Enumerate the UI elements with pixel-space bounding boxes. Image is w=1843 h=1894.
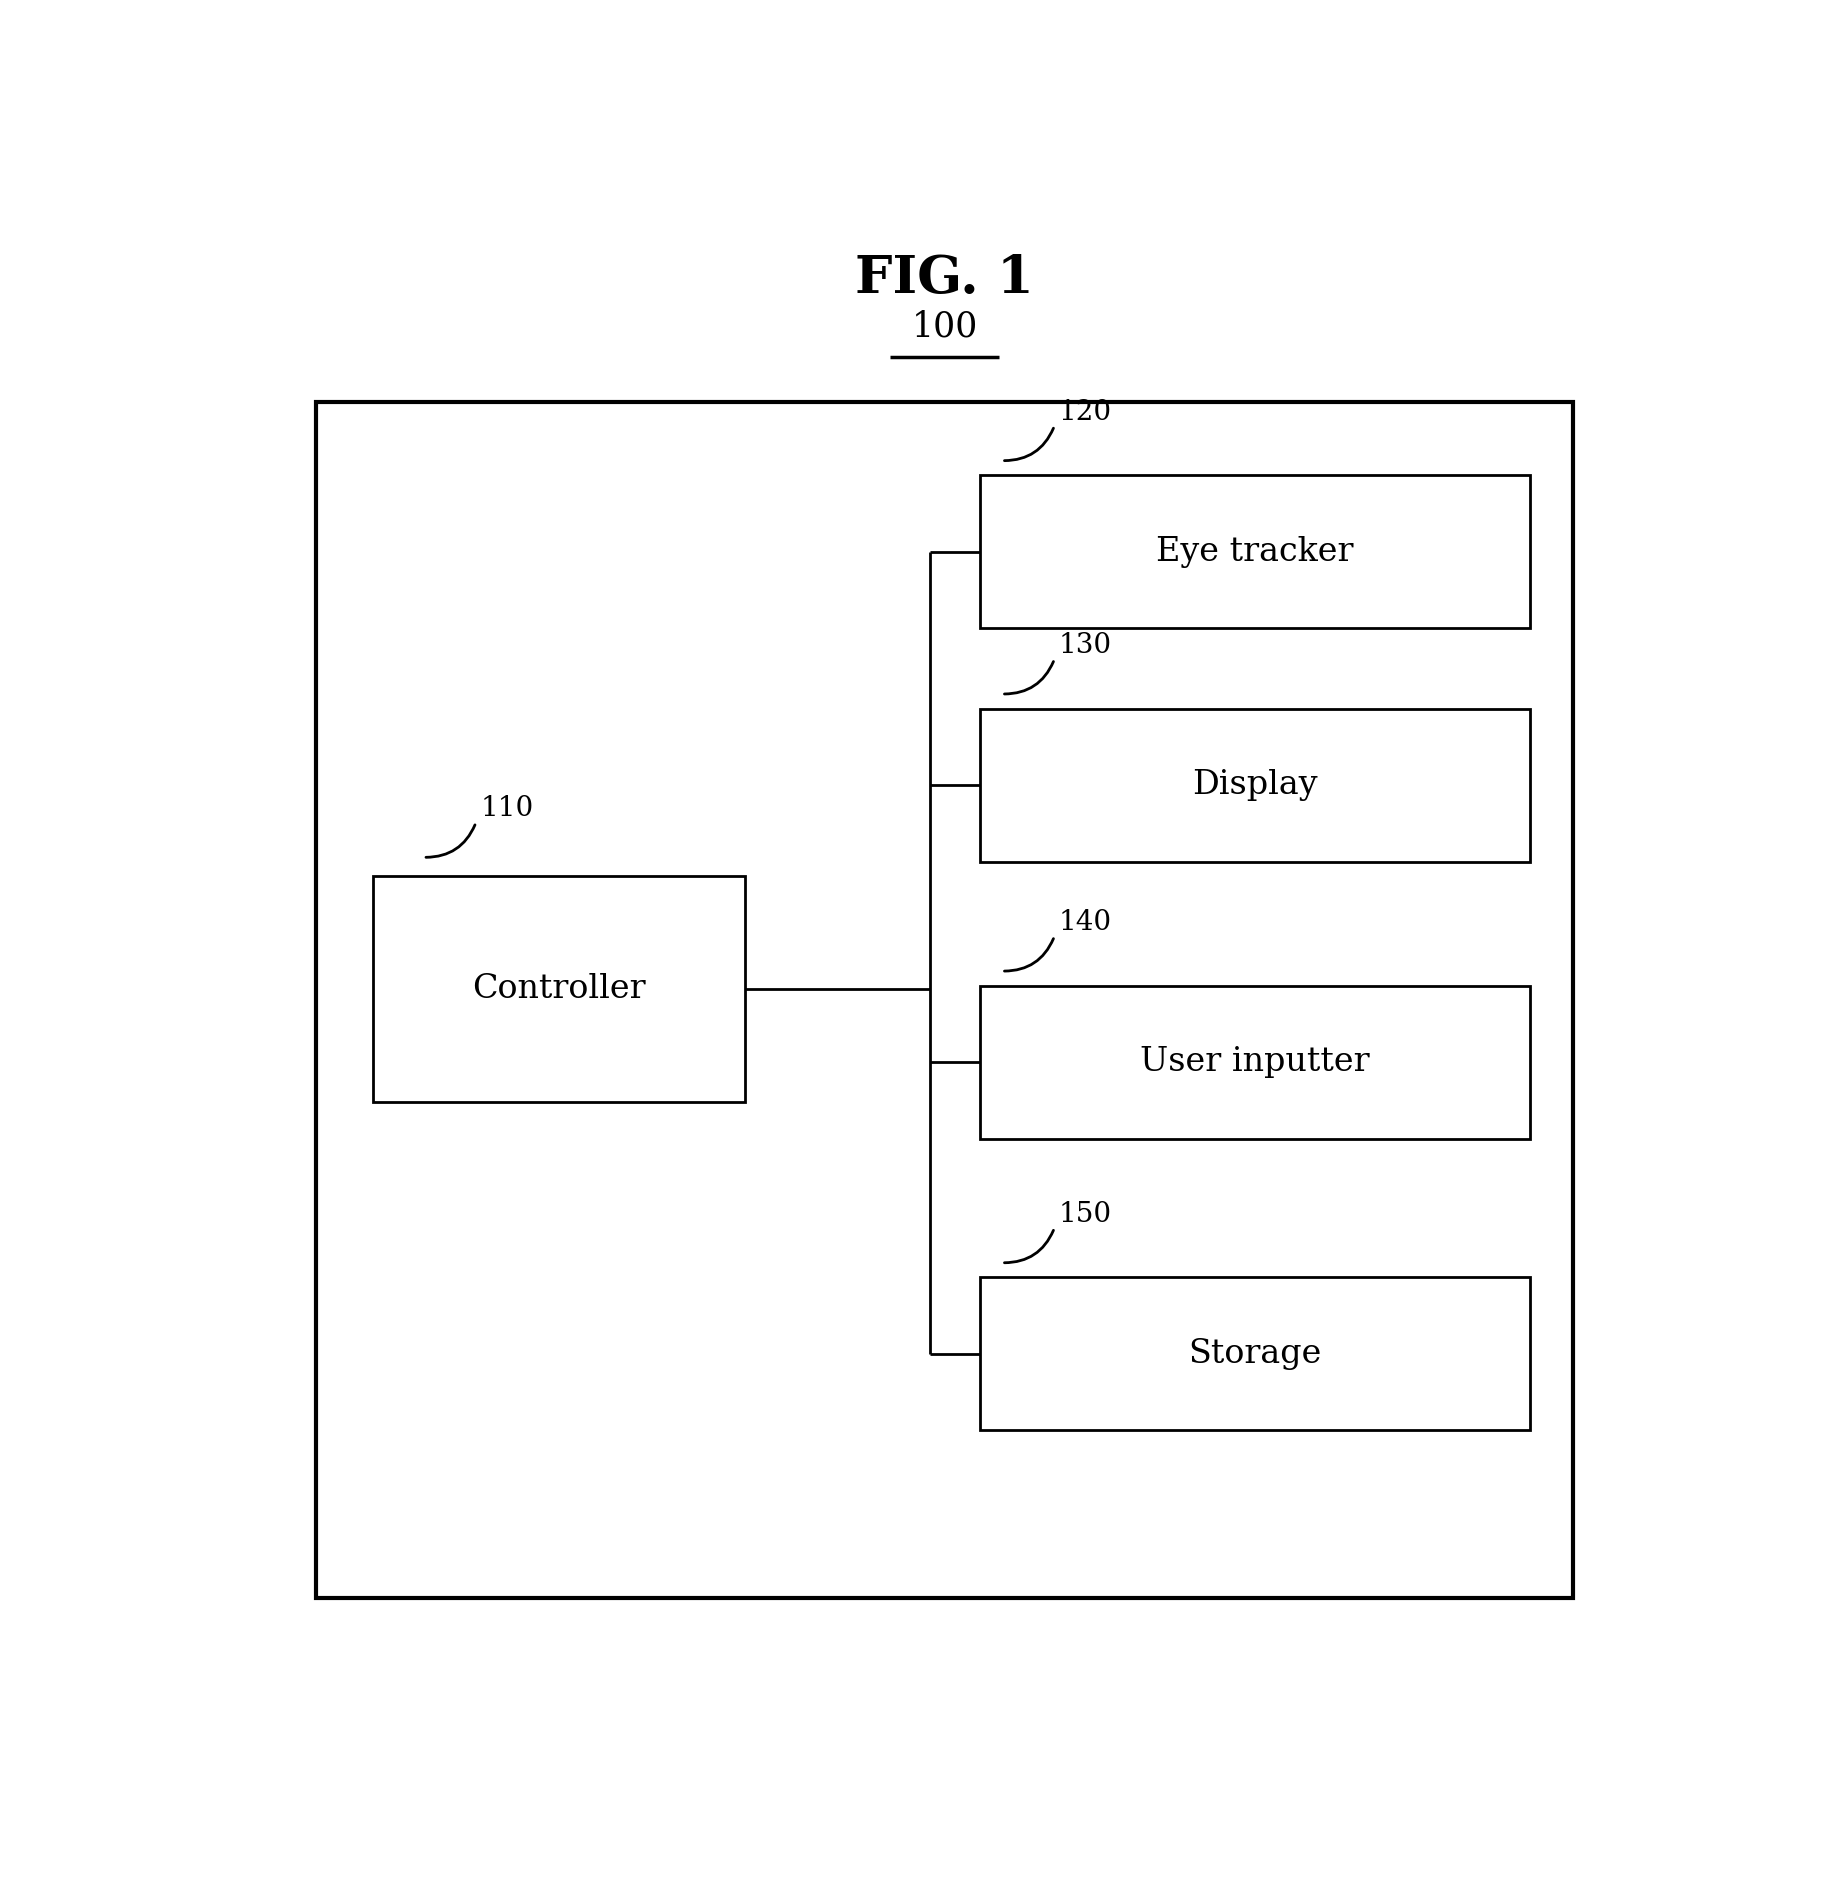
Text: 120: 120 [1058,398,1111,426]
Text: Controller: Controller [472,974,645,1006]
Text: User inputter: User inputter [1141,1045,1369,1078]
Text: FIG. 1: FIG. 1 [855,252,1034,303]
Text: 150: 150 [1058,1201,1111,1227]
Bar [372,877,745,1102]
Text: 100: 100 [910,311,979,345]
Bar [980,1277,1530,1430]
Text: 140: 140 [1058,909,1111,936]
Text: 130: 130 [1058,633,1111,659]
Bar [980,708,1530,862]
Bar [980,985,1530,1138]
Bar [317,402,1572,1599]
Text: Display: Display [1192,769,1318,801]
Text: Eye tracker: Eye tracker [1156,536,1355,568]
Text: Storage: Storage [1189,1337,1321,1369]
Text: 110: 110 [481,795,534,822]
Bar [980,475,1530,629]
